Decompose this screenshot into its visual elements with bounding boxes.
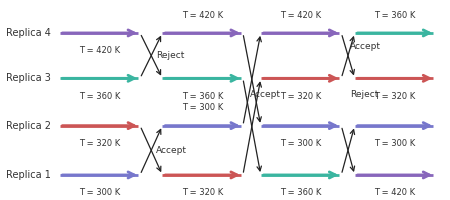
Text: T = 320 K: T = 320 K — [182, 188, 223, 197]
Text: Replica 1: Replica 1 — [6, 170, 51, 180]
Text: T = 360 K: T = 360 K — [79, 92, 121, 101]
Text: T = 360 K: T = 360 K — [280, 188, 322, 197]
Text: T = 300 K: T = 300 K — [374, 139, 415, 148]
Text: T = 420 K: T = 420 K — [182, 11, 223, 20]
Text: Reject: Reject — [350, 90, 378, 99]
Text: Replica 4: Replica 4 — [6, 28, 51, 38]
Text: T = 300 K: T = 300 K — [79, 188, 121, 197]
Text: T = 420 K: T = 420 K — [79, 46, 120, 55]
Text: T = 320 K: T = 320 K — [374, 92, 415, 101]
Text: Accept: Accept — [250, 90, 281, 99]
Text: T = 320 K: T = 320 K — [280, 92, 322, 101]
Text: Replica 3: Replica 3 — [6, 73, 51, 83]
Text: T = 420 K: T = 420 K — [280, 11, 322, 20]
Text: T = 300 K: T = 300 K — [280, 139, 322, 148]
Text: T = 360 K: T = 360 K — [374, 11, 416, 20]
Text: Accept: Accept — [156, 146, 187, 155]
Text: T = 300 K: T = 300 K — [182, 103, 223, 112]
Text: T = 420 K: T = 420 K — [374, 188, 415, 197]
Text: Replica 2: Replica 2 — [6, 121, 51, 131]
Text: Reject: Reject — [156, 51, 184, 60]
Text: T = 320 K: T = 320 K — [79, 139, 121, 148]
Text: Accept: Accept — [350, 42, 381, 51]
Text: T = 360 K: T = 360 K — [182, 92, 223, 101]
